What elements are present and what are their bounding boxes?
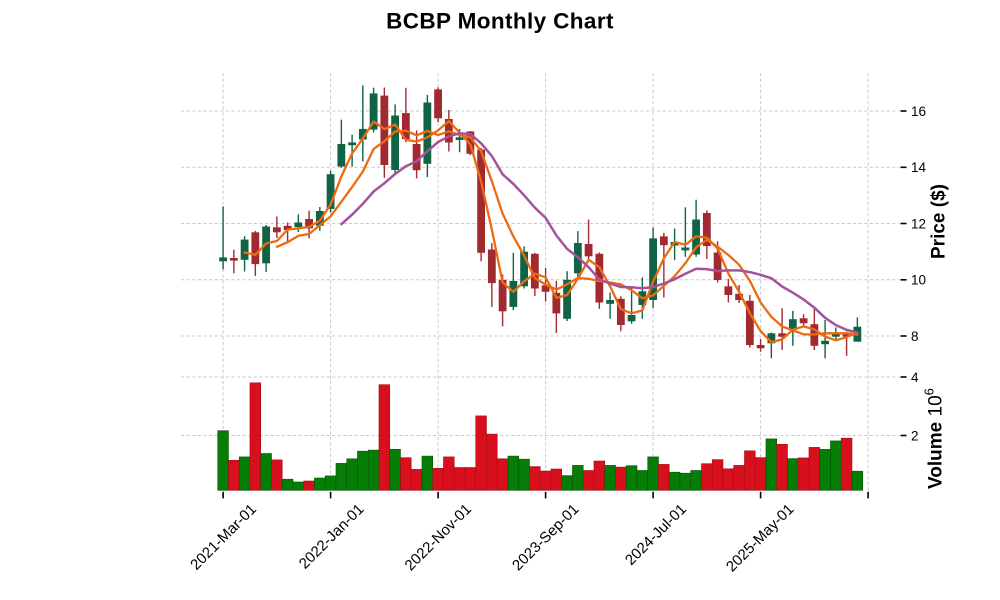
svg-text:BCBP Monthly Chart: BCBP Monthly Chart — [386, 8, 614, 33]
svg-text:10: 10 — [911, 273, 926, 288]
svg-text:4: 4 — [911, 370, 919, 385]
svg-text:Price ($): Price ($) — [929, 184, 950, 259]
svg-text:14: 14 — [911, 160, 927, 175]
svg-text:Volume 106: Volume 106 — [922, 388, 947, 489]
svg-text:2: 2 — [911, 428, 919, 443]
svg-text:16: 16 — [911, 104, 926, 119]
svg-text:8: 8 — [911, 329, 919, 344]
svg-text:12: 12 — [911, 216, 926, 231]
